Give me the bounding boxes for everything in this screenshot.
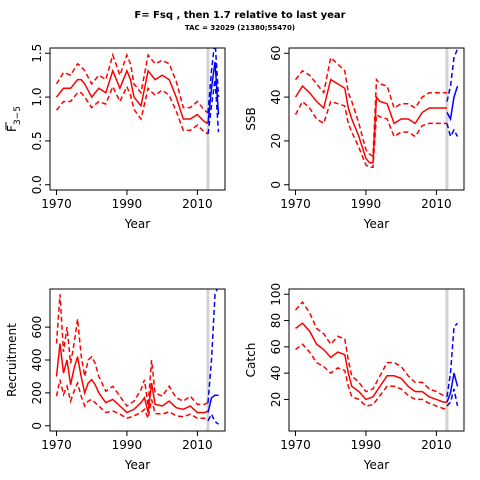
y-tick-label: 40 [269, 89, 283, 104]
series-median-historic [55, 343, 209, 414]
figure-title: F= Fsq , then 1.7 relative to last year [134, 10, 346, 21]
plot-frame [288, 47, 465, 191]
series-upper-projection [207, 289, 219, 403]
series-median-projection [446, 372, 459, 403]
x-tick-label: 1990 [351, 438, 382, 452]
y-tick-label: 400 [30, 349, 44, 372]
series-lower-projection [207, 412, 219, 425]
y-axis-title: Recruitment [5, 323, 19, 397]
x-tick-label: 1990 [112, 438, 143, 452]
y-tick-label: 20 [269, 133, 283, 148]
x-tick-label: 2010 [421, 438, 452, 452]
y-tick-label: 0.5 [30, 131, 44, 150]
series-median-historic [295, 322, 447, 403]
series-upper-historic [294, 56, 447, 158]
x-axis-title: Year [363, 217, 389, 231]
plot-frame [49, 47, 226, 191]
series-lower-historic [294, 100, 447, 168]
series-median-historic [55, 68, 209, 125]
series-median-historic [294, 78, 447, 164]
x-tick-label: 1970 [41, 438, 72, 452]
x-tick-label: 2010 [182, 438, 213, 452]
series-upper-projection [207, 48, 220, 113]
x-axis-title: Year [363, 458, 389, 472]
series-lower-projection [446, 123, 459, 139]
plot-frame [288, 288, 465, 432]
series-upper-projection [446, 322, 459, 397]
series-median-projection [207, 394, 219, 413]
series-lower-projection [446, 388, 459, 407]
y-axis-title: SSB [244, 107, 258, 130]
series-lower-historic [295, 343, 447, 410]
x-tick-label: 1970 [280, 197, 311, 211]
series-upper-historic [294, 300, 447, 397]
series-lower-historic [55, 379, 209, 421]
x-tick-label: 1970 [280, 438, 311, 452]
y-tick-label: 0.0 [30, 175, 44, 194]
y-tick-label: 200 [30, 381, 44, 404]
y-tick-label: 80 [269, 313, 283, 328]
y-tick-label: 0 [30, 422, 44, 430]
series-median-projection [446, 85, 459, 122]
x-axis-title: Year [124, 458, 150, 472]
series-median-projection [207, 61, 220, 124]
series-lower-projection [207, 79, 220, 134]
series-upper-historic [55, 52, 209, 114]
y-axis-title: Catch [244, 343, 258, 378]
x-tick-label: 2010 [182, 197, 213, 211]
y-tick-label: 60 [269, 339, 283, 354]
y-tick-label: 60 [269, 46, 283, 61]
x-tick-label: 1990 [351, 197, 382, 211]
y-axis-title: F3−5 [5, 106, 23, 132]
y-tick-label: 20 [269, 392, 283, 407]
series-upper-projection [446, 48, 459, 102]
x-tick-label: 1990 [112, 197, 143, 211]
y-tick-label: 1.0 [30, 88, 44, 107]
series-upper-historic [55, 294, 209, 408]
x-tick-label: 1970 [41, 197, 72, 211]
series-lower-historic [55, 84, 209, 135]
y-tick-label: 1.5 [30, 44, 44, 63]
figure-subtitle: TAC = 32029 (21380;55470) [184, 24, 296, 32]
y-tick-label: 0 [269, 181, 283, 189]
y-tick-label: 100 [269, 283, 283, 306]
y-tick-label: 40 [269, 366, 283, 381]
x-axis-title: Year [124, 217, 150, 231]
y-tick-label: 600 [30, 316, 44, 339]
x-tick-label: 2010 [421, 197, 452, 211]
